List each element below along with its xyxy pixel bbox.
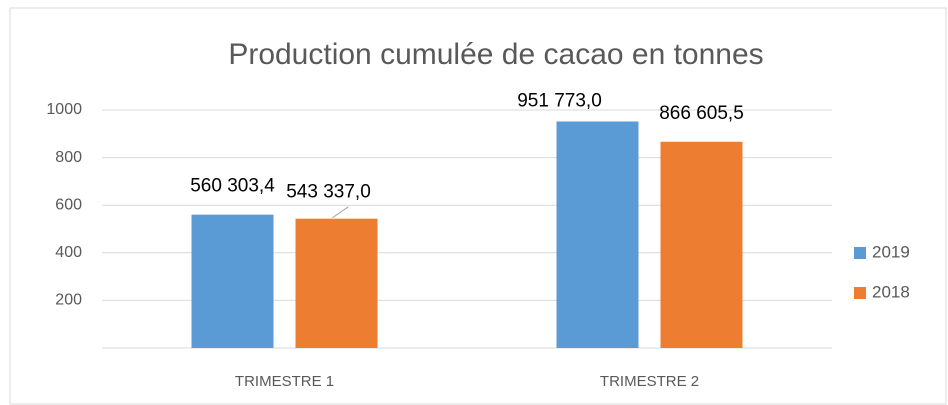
bar (191, 214, 274, 348)
leader-line (332, 206, 349, 219)
legend-swatch (854, 287, 866, 299)
legend-swatch (854, 247, 866, 259)
y-tick-label: 800 (55, 149, 82, 166)
bar (556, 121, 639, 348)
bar (660, 141, 743, 348)
x-tick-label: TRIMESTRE 1 (235, 373, 334, 390)
legend-label: 2019 (872, 242, 910, 261)
value-label: 560 303,4 (190, 176, 275, 197)
chart-border (9, 7, 947, 405)
legend-label: 2018 (872, 282, 910, 301)
y-tick-label: 200 (55, 292, 82, 309)
y-tick-label: 600 (55, 196, 82, 213)
value-label: 866 605,5 (659, 103, 744, 124)
bar (295, 218, 378, 348)
x-tick-label: TRIMESTRE 2 (600, 373, 699, 390)
value-label: 951 773,0 (517, 90, 602, 111)
y-tick-label: 1000 (46, 101, 82, 118)
value-label: 543 337,0 (286, 182, 371, 203)
chart-title: Production cumulée de cacao en tonnes (228, 38, 763, 71)
y-tick-label: 400 (55, 244, 82, 261)
